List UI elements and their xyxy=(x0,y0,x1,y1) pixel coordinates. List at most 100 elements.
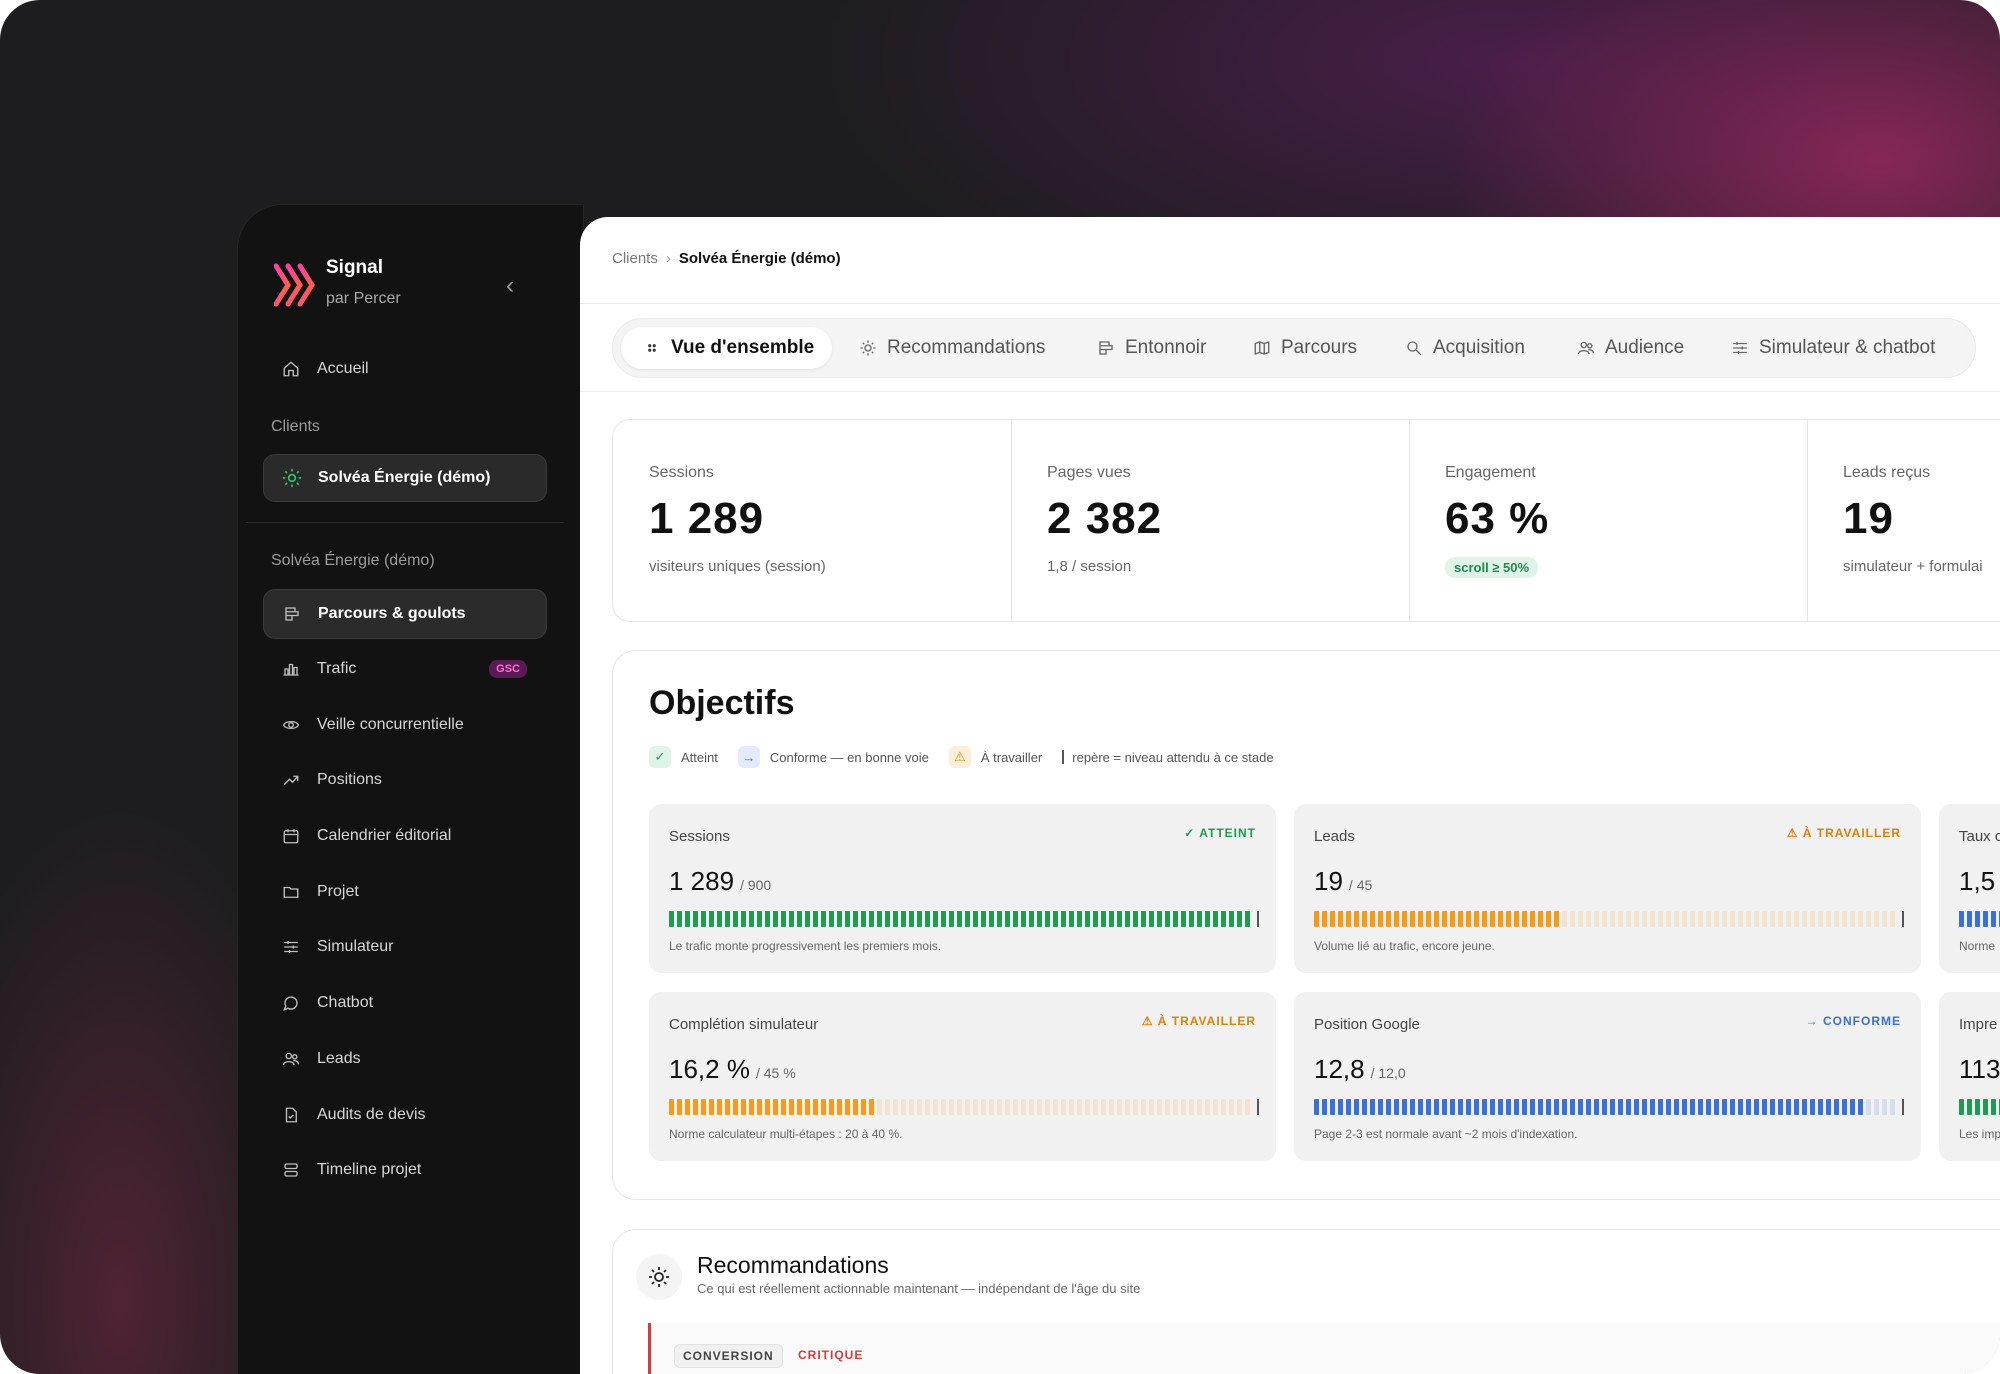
tab-audience[interactable]: Audience xyxy=(1577,327,1684,369)
goal-card-taux[interactable]: Taux c 1,5 Norme xyxy=(1939,804,2000,973)
progress-segment xyxy=(1213,1099,1218,1115)
progress-segment xyxy=(1594,1099,1599,1115)
sidebar-item-leads[interactable]: Leads xyxy=(263,1035,545,1083)
progress-segment xyxy=(701,911,706,927)
tab-label: Recommandations xyxy=(887,337,1046,358)
progress-segment xyxy=(1394,1099,1399,1115)
progress-segment xyxy=(1053,1099,1058,1115)
progress-segment xyxy=(1682,1099,1687,1115)
progress-segment xyxy=(1322,911,1327,927)
progress-segment xyxy=(1229,1099,1234,1115)
breadcrumb-root[interactable]: Clients xyxy=(612,250,658,267)
progress-segment xyxy=(813,1099,818,1115)
sidebar-item-home[interactable]: Accueil xyxy=(263,345,545,393)
progress-segment xyxy=(725,911,730,927)
goal-card-sessions[interactable]: Sessions ✓ ATTEINT 1 289/ 900 Le trafic … xyxy=(649,804,1276,973)
sidebar-item-simulateur[interactable]: Simulateur xyxy=(263,923,545,971)
eye-icon xyxy=(281,715,301,735)
progress-segment xyxy=(1506,1099,1511,1115)
progress-segment xyxy=(925,1099,930,1115)
sidebar-item-label: Trafic xyxy=(317,660,357,677)
goal-card-position-google[interactable]: Position Google → CONFORME 12,8/ 12,0 Pa… xyxy=(1294,992,1921,1161)
progress-segment xyxy=(1602,911,1607,927)
progress-segment xyxy=(973,1099,978,1115)
progress-segment xyxy=(941,911,946,927)
goal-card-leads[interactable]: Leads ⚠ À TRAVAILLER 19/ 45 Volume lié a… xyxy=(1294,804,1921,973)
progress-segment xyxy=(1045,1099,1050,1115)
progress-segment xyxy=(837,911,842,927)
progress-segment xyxy=(1330,1099,1335,1115)
progress-segment xyxy=(1610,1099,1615,1115)
progress-segment xyxy=(1594,911,1599,927)
progress-segment xyxy=(1810,1099,1815,1115)
progress-segment xyxy=(1029,911,1034,927)
sidebar-item-trafic[interactable]: Trafic GSC xyxy=(263,645,545,693)
progress-segment xyxy=(1370,1099,1375,1115)
map-icon xyxy=(1254,341,1270,355)
sidebar-item-calendrier[interactable]: Calendrier éditorial xyxy=(263,812,545,860)
goal-name: Position Google xyxy=(1314,1016,1420,1033)
active-client-selector[interactable]: Solvéa Énergie (démo) xyxy=(263,454,547,502)
objectives-title: Objectifs xyxy=(649,684,795,722)
progress-segment xyxy=(1237,911,1242,927)
progress-segment xyxy=(845,1099,850,1115)
sidebar-item-positions[interactable]: Positions xyxy=(263,756,545,804)
trend-up-icon xyxy=(281,770,301,790)
progress-segment xyxy=(1618,1099,1623,1115)
tab-simulateur-chatbot[interactable]: Simulateur & chatbot xyxy=(1731,327,1935,369)
progress-segment xyxy=(1578,911,1583,927)
progress-segment xyxy=(789,1099,794,1115)
sidebar-item-projet[interactable]: Projet xyxy=(263,868,545,916)
progress-segment xyxy=(1117,1099,1122,1115)
progress-segment xyxy=(725,1099,730,1115)
sidebar-item-veille[interactable]: Veille concurrentielle xyxy=(263,701,545,749)
tab-vue-ensemble[interactable]: Vue d'ensemble xyxy=(621,327,833,369)
kpi-label: Pages vues xyxy=(1047,464,1131,481)
progress-segment xyxy=(1794,1099,1799,1115)
progress-segment xyxy=(1674,911,1679,927)
sidebar-item-chatbot[interactable]: Chatbot xyxy=(263,979,545,1027)
sidebar-divider xyxy=(246,522,564,523)
progress-segment xyxy=(1738,1099,1743,1115)
tab-entonnoir[interactable]: Entonnoir xyxy=(1097,327,1206,369)
progress-segment xyxy=(1983,911,1988,927)
progress-segment xyxy=(1722,1099,1727,1115)
progress-segment xyxy=(1991,1099,1996,1115)
progress-segment xyxy=(1967,911,1972,927)
progress-segment xyxy=(1746,911,1751,927)
progress-segment xyxy=(1037,1099,1042,1115)
sidebar-item-label: Projet xyxy=(317,883,359,900)
kpi-label: Engagement xyxy=(1445,464,1536,481)
goal-card-impressions[interactable]: Impre 113 Les imp xyxy=(1939,992,2000,1161)
sidebar-item-audits[interactable]: Audits de devis xyxy=(263,1091,545,1139)
progress-segment xyxy=(1490,911,1495,927)
progress-segment xyxy=(1874,1099,1879,1115)
progress-segment xyxy=(1093,911,1098,927)
tab-recommandations[interactable]: Recommandations xyxy=(859,327,1045,369)
collapse-sidebar-button[interactable]: ‹ xyxy=(506,272,514,299)
progress-segment xyxy=(1778,1099,1783,1115)
kpi-label: Sessions xyxy=(649,464,714,481)
goal-note: Volume lié au trafic, encore jeune. xyxy=(1314,939,1495,953)
tab-parcours[interactable]: Parcours xyxy=(1253,327,1357,369)
progress-segment xyxy=(1061,911,1066,927)
sidebar-item-timeline[interactable]: Timeline projet xyxy=(263,1146,545,1194)
funnel-icon xyxy=(1099,341,1113,355)
sidebar-item-label: Parcours & goulots xyxy=(318,605,466,622)
progress-segment xyxy=(1482,1099,1487,1115)
progress-segment xyxy=(1109,911,1114,927)
progress-segment xyxy=(1786,1099,1791,1115)
progress-segment xyxy=(1538,911,1543,927)
tab-acquisition[interactable]: Acquisition xyxy=(1405,327,1525,369)
recommendation-item[interactable] xyxy=(648,1323,2000,1374)
progress-segment xyxy=(1021,911,1026,927)
kpi-divider xyxy=(1409,420,1410,621)
progress-segment xyxy=(1434,1099,1439,1115)
progress-segment xyxy=(1714,911,1719,927)
progress-segment xyxy=(1666,1099,1671,1115)
progress-segment xyxy=(885,911,890,927)
progress-segment xyxy=(1882,911,1887,927)
progress-segment xyxy=(1850,1099,1855,1115)
goal-card-completion-simulateur[interactable]: Complétion simulateur ⚠ À TRAVAILLER 16,… xyxy=(649,992,1276,1161)
sidebar-item-parcours-goulots[interactable]: Parcours & goulots xyxy=(263,589,547,639)
